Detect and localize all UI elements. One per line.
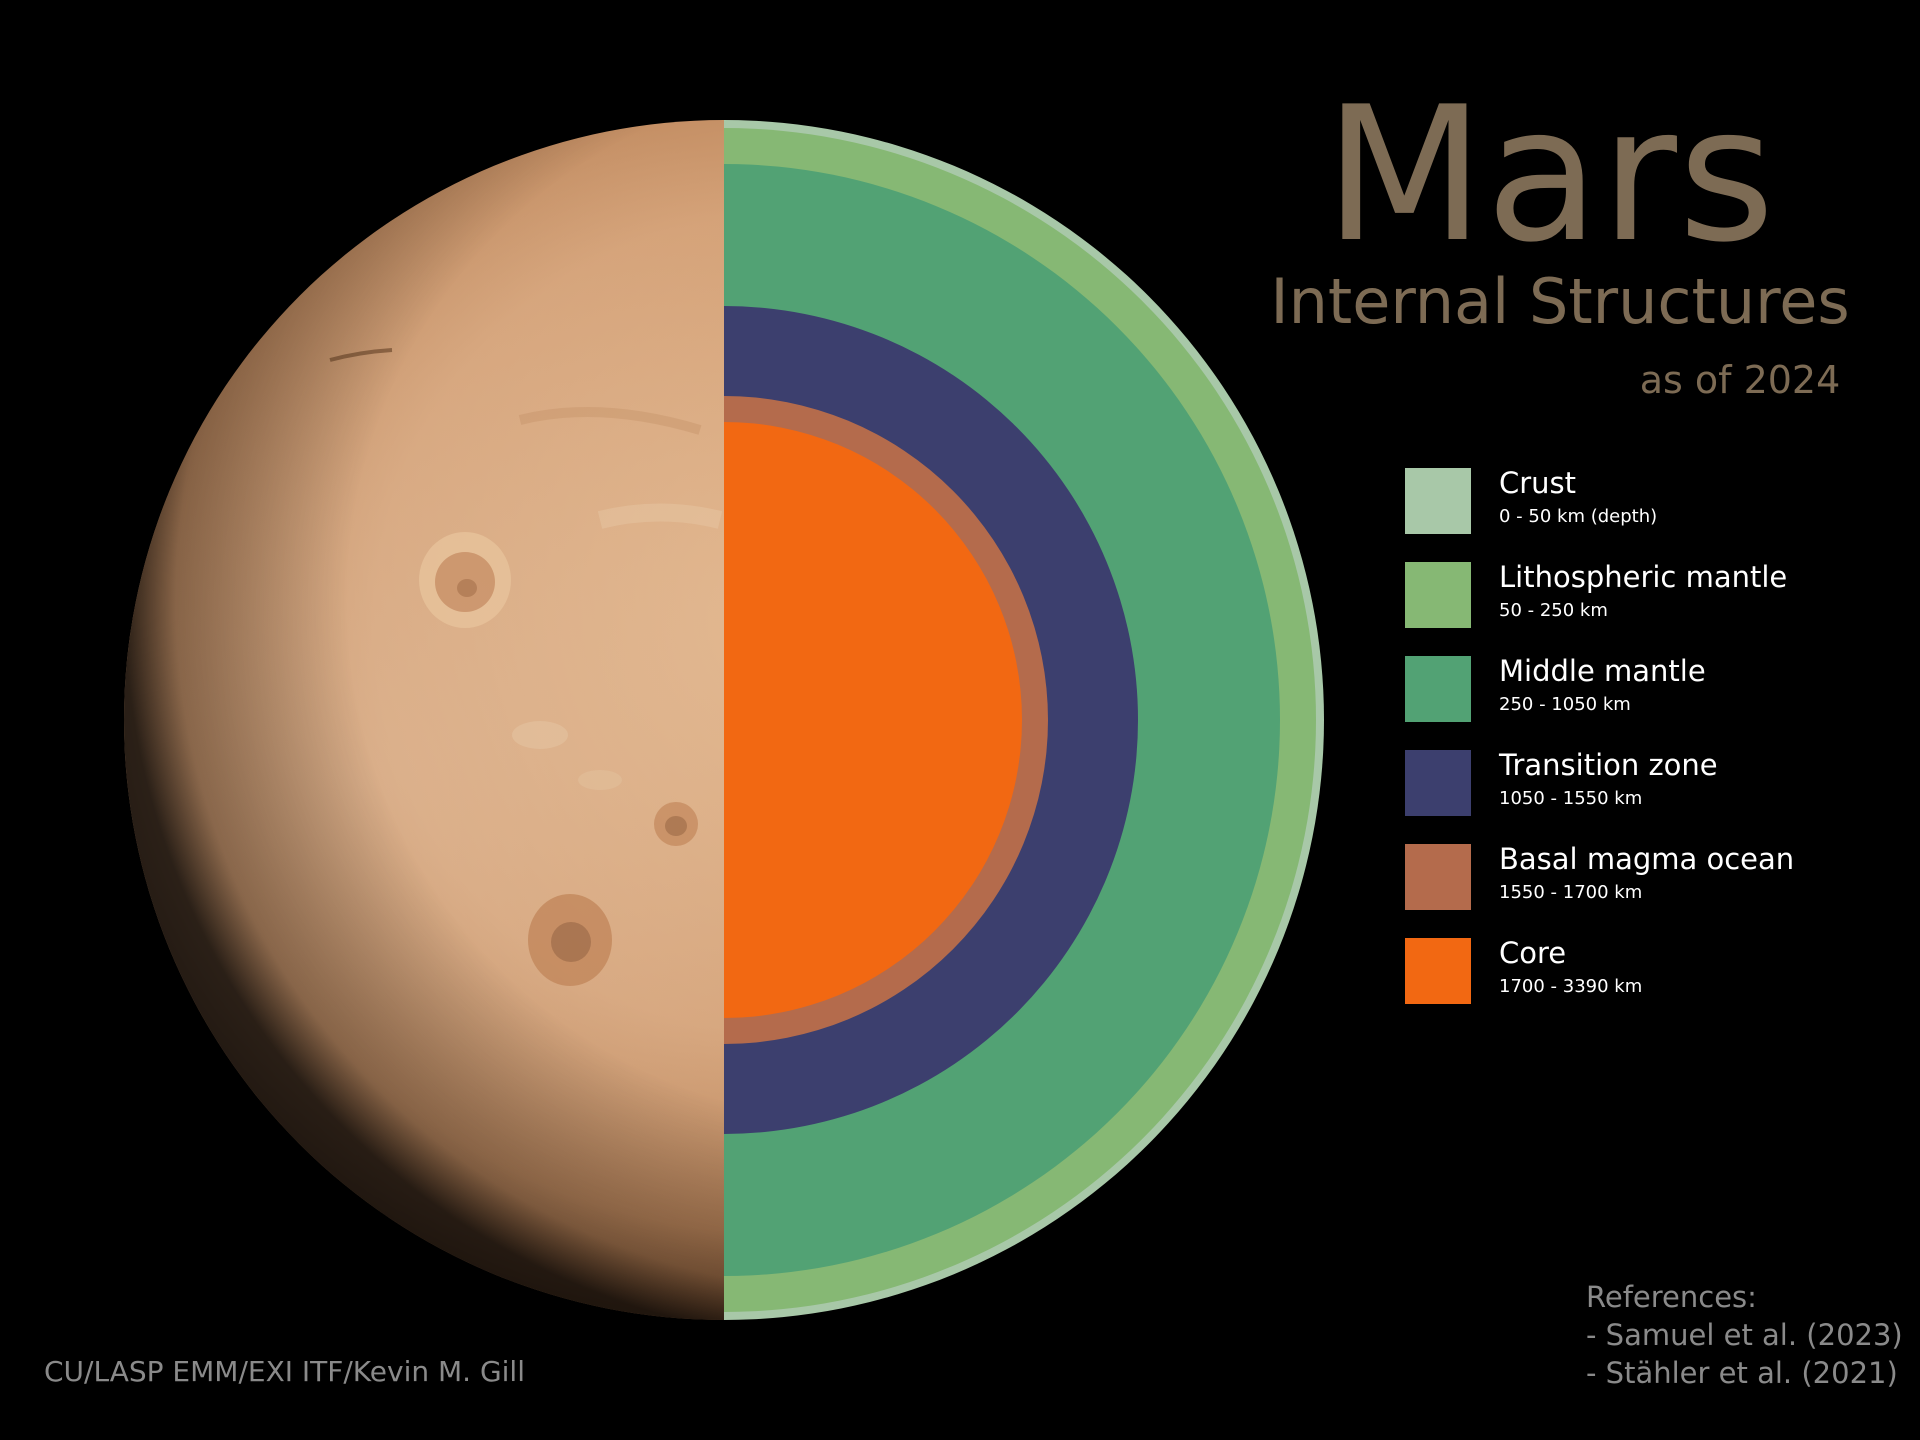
page-subtitle: Internal Structures [1270,265,1850,338]
legend-name: Lithospheric mantle [1499,560,1788,594]
references: References: - Samuel et al. (2023) - Stä… [1586,1278,1903,1392]
legend: Crust 0 - 50 km (depth) Lithospheric man… [1405,466,1905,1032]
legend-item-transition-zone: Transition zone 1050 - 1550 km [1405,748,1905,844]
legend-name: Core [1499,936,1567,970]
legend-name: Crust [1499,466,1577,500]
legend-swatch-middle-mantle [1405,656,1471,722]
reference-item: - Stähler et al. (2021) [1586,1356,1898,1390]
legend-range: 1050 - 1550 km [1499,788,1643,809]
legend-item-middle-mantle: Middle mantle 250 - 1050 km [1405,654,1905,750]
page-title: Mars [1324,66,1776,283]
legend-range: 250 - 1050 km [1499,694,1631,715]
legend-item-core: Core 1700 - 3390 km [1405,936,1905,1032]
legend-item-crust: Crust 0 - 50 km (depth) [1405,466,1905,562]
date-label: as of 2024 [1639,358,1841,402]
legend-swatch-basal-magma-ocean [1405,844,1471,910]
legend-swatch-lithospheric-mantle [1405,562,1471,628]
interior-layers [724,120,1324,1320]
legend-name: Transition zone [1499,748,1718,782]
legend-name: Basal magma ocean [1499,842,1795,876]
legend-swatch-crust [1405,468,1471,534]
legend-name: Middle mantle [1499,654,1706,688]
mars-surface-half [124,120,724,1320]
legend-item-lithospheric-mantle: Lithospheric mantle 50 - 250 km [1405,560,1905,656]
core-layer [724,422,1022,1018]
legend-range: 50 - 250 km [1499,600,1608,621]
references-heading: References: [1586,1280,1757,1314]
legend-range: 1550 - 1700 km [1499,882,1643,903]
legend-swatch-core [1405,938,1471,1004]
legend-swatch-transition-zone [1405,750,1471,816]
legend-item-basal-magma-ocean: Basal magma ocean 1550 - 1700 km [1405,842,1905,938]
legend-range: 0 - 50 km (depth) [1499,506,1658,527]
reference-item: - Samuel et al. (2023) [1586,1318,1903,1352]
legend-range: 1700 - 3390 km [1499,976,1643,997]
image-credit: CU/LASP EMM/EXI ITF/Kevin M. Gill [44,1355,525,1388]
